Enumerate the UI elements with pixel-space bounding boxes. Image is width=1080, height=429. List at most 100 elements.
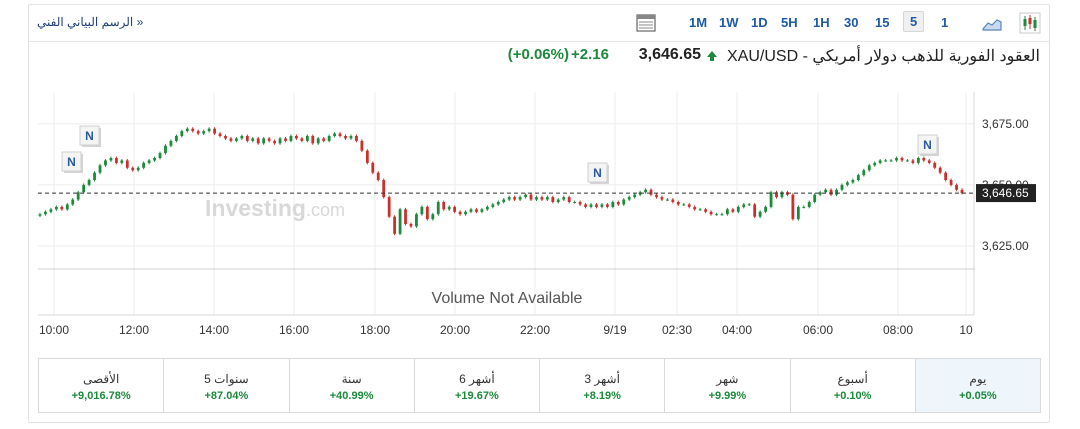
timeframe-1w[interactable]: 1W — [719, 15, 739, 30]
candle-body-12 — [104, 160, 107, 166]
candle-body-145 — [829, 189, 833, 195]
performance-change-value: +0.05% — [959, 390, 997, 402]
candle-body-74 — [442, 202, 446, 210]
candle-body-76 — [453, 206, 457, 212]
timeframe-1[interactable]: 1 — [941, 15, 949, 30]
candlestick-icon[interactable] — [1019, 12, 1041, 34]
candle-body-126 — [726, 209, 729, 215]
performance-cell-1[interactable]: 5 سنوات +87.04% — [163, 359, 288, 412]
candle-body-23 — [164, 145, 167, 154]
candle-body-44 — [278, 138, 282, 144]
performance-period-label: شهر — [716, 372, 739, 386]
candle-body-89 — [524, 194, 527, 198]
performance-period-label: 5 سنوات — [204, 372, 249, 386]
candle-body-53 — [327, 136, 331, 141]
candle-body-3 — [54, 206, 58, 210]
candle-body-67 — [404, 209, 407, 224]
timeframe-1m[interactable]: 1M — [689, 15, 708, 30]
candle-body-108 — [627, 197, 631, 200]
candle-body-2 — [49, 209, 53, 212]
candle-body-36 — [235, 138, 238, 141]
candle-body-30 — [202, 131, 206, 134]
candle-body-149 — [851, 180, 855, 183]
candle-body-128 — [736, 206, 740, 212]
candle-body-43 — [273, 140, 276, 144]
candle-body-85 — [502, 199, 506, 202]
candle-body-33 — [218, 133, 222, 136]
candle-body-54 — [333, 133, 337, 136]
candle-body-17 — [131, 167, 135, 171]
candle-body-31 — [207, 128, 211, 132]
candle-body-166 — [944, 172, 948, 180]
performance-cell-7[interactable]: يوم +0.05% — [914, 359, 1040, 412]
price-chart[interactable]: Investing.com 3,675.003,650.003,625.003,… — [0, 0, 1080, 345]
candle-body-111 — [644, 189, 647, 193]
candle-body-88 — [518, 197, 522, 200]
candle-body-160 — [911, 160, 915, 163]
timeframe-5h[interactable]: 5H — [781, 15, 798, 30]
table-icon[interactable] — [635, 12, 657, 34]
performance-cell-0[interactable]: الأقصى +9,016.78% — [39, 359, 163, 412]
candle-body-59 — [360, 140, 364, 151]
candle-body-18 — [136, 167, 140, 171]
candle-body-5 — [65, 204, 69, 210]
performance-period-label: يوم — [969, 372, 987, 386]
candle-body-79 — [469, 209, 473, 212]
price-change-percent: (+0.06%) — [507, 46, 569, 63]
timeframe-1h[interactable]: 1H — [813, 15, 830, 30]
news-marker-label-0: N — [67, 155, 76, 169]
candle-body-25 — [174, 136, 178, 141]
performance-cell-3[interactable]: 6 أشهر +19.67% — [413, 359, 539, 412]
performance-period-label: 6 أشهر — [459, 372, 495, 386]
timeframe-15[interactable]: 15 — [875, 15, 890, 30]
performance-change-value: +8.19% — [583, 390, 621, 402]
x-tick-label-9: 04:00 — [722, 323, 752, 337]
candle-body-163 — [927, 160, 931, 163]
x-tick-label-5: 20:00 — [440, 323, 470, 337]
candle-body-66 — [398, 209, 402, 234]
candle-body-86 — [507, 197, 511, 200]
performance-bar: الأقصى +9,016.78% 5 سنوات +87.04% سنة +40.99%… — [38, 358, 1041, 413]
timeframe-30[interactable]: 30 — [844, 15, 859, 30]
candle-body-41 — [262, 138, 266, 144]
candle-body-87 — [513, 197, 517, 200]
candle-body-82 — [485, 206, 489, 210]
candle-body-132 — [758, 211, 762, 217]
candle-body-19 — [142, 162, 146, 168]
candle-body-157 — [895, 158, 898, 161]
candle-body-130 — [747, 204, 751, 206]
performance-period-label: 3 أشهر — [584, 372, 620, 386]
candle-body-57 — [349, 136, 353, 139]
candle-body-84 — [496, 202, 500, 205]
candle-body-7 — [76, 192, 80, 200]
candle-body-133 — [764, 206, 767, 212]
performance-cell-4[interactable]: 3 أشهر +8.19% — [539, 359, 664, 412]
timeframe-1d[interactable]: 1D — [751, 15, 768, 30]
technical-chart-link[interactable]: الرسم البياني الفني » — [37, 15, 144, 29]
area-chart-icon[interactable] — [981, 12, 1003, 34]
candle-body-48 — [300, 138, 304, 141]
candle-body-134 — [769, 192, 773, 207]
candle-body-135 — [775, 192, 778, 198]
x-tick-label-8: 02:30 — [662, 323, 692, 337]
performance-change-value: +19.67% — [455, 390, 499, 402]
candle-body-129 — [742, 204, 746, 207]
performance-cell-6[interactable]: أسبوع +0.10% — [789, 359, 915, 412]
candle-body-131 — [753, 204, 757, 217]
candle-body-143 — [818, 192, 822, 195]
performance-cell-5[interactable]: شهر +9.99% — [664, 359, 789, 412]
candle-body-32 — [213, 128, 216, 134]
candle-body-97 — [567, 197, 571, 202]
candle-body-100 — [584, 204, 587, 207]
candle-body-40 — [256, 138, 260, 144]
candle-body-109 — [633, 194, 637, 198]
candle-body-136 — [780, 192, 784, 198]
candle-body-73 — [436, 202, 440, 215]
x-tick-label-1: 12:00 — [119, 323, 149, 337]
performance-cell-2[interactable]: سنة +40.99% — [288, 359, 414, 412]
candle-body-50 — [311, 136, 315, 144]
timeframe-5[interactable]: 5 — [903, 11, 925, 32]
candle-body-39 — [251, 138, 255, 141]
candle-body-26 — [180, 131, 184, 136]
candle-body-96 — [562, 197, 566, 200]
